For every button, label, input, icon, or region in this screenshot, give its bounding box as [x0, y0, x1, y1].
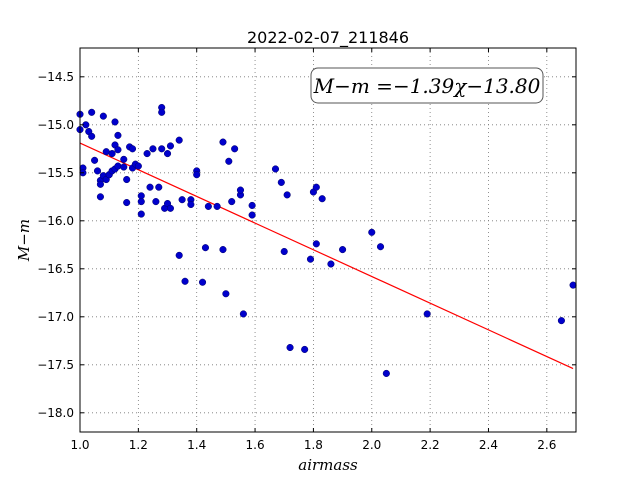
data-point	[193, 171, 201, 179]
data-point	[88, 108, 96, 116]
data-point	[219, 138, 227, 146]
y-tick-label: −17.5	[37, 358, 74, 372]
x-tick-label: 2.4	[479, 438, 498, 452]
data-point	[198, 278, 207, 286]
y-tick-label: −17.0	[37, 310, 74, 324]
y-axis-label: M−m	[15, 219, 33, 262]
data-point	[114, 146, 122, 154]
y-tick-label: −18.0	[37, 406, 74, 420]
data-point	[158, 108, 166, 116]
data-point	[301, 345, 309, 353]
x-tick-label: 1.8	[304, 438, 323, 452]
data-point	[239, 310, 247, 318]
y-tick-label: −16.5	[37, 262, 74, 276]
x-tick-label: 1.6	[246, 438, 265, 452]
data-point	[137, 210, 145, 218]
data-point	[166, 142, 174, 150]
data-point	[201, 244, 210, 252]
data-point	[175, 251, 183, 259]
data-point	[99, 112, 107, 120]
data-point	[286, 343, 294, 352]
data-point	[368, 228, 376, 236]
data-point	[222, 290, 230, 298]
x-tick-label: 1.2	[129, 438, 148, 452]
data-point	[204, 202, 212, 210]
x-tick-label: 1.0	[70, 438, 89, 452]
equation-text: M−m =−1.39χ−13.80	[313, 74, 541, 98]
data-point	[88, 132, 96, 140]
y-tick-label: −14.5	[37, 70, 74, 84]
y-tick-label: −16.0	[37, 214, 74, 228]
data-point	[123, 199, 131, 207]
data-point	[569, 281, 577, 289]
data-point	[149, 145, 157, 153]
equation-annotation: M−m =−1.39χ−13.80	[310, 67, 544, 104]
data-point	[213, 202, 221, 210]
data-point	[158, 145, 166, 153]
x-axis-label: airmass	[298, 456, 358, 474]
data-points	[76, 103, 577, 377]
data-point	[236, 186, 245, 194]
data-point	[382, 369, 390, 377]
data-point	[114, 131, 122, 139]
data-point	[96, 180, 104, 188]
data-point	[318, 195, 326, 203]
data-point	[339, 246, 347, 254]
data-point	[225, 157, 233, 165]
data-point	[120, 155, 128, 163]
data-point	[152, 198, 160, 206]
data-point	[123, 175, 131, 184]
data-point	[178, 196, 186, 204]
x-tick-label: 2.2	[421, 438, 440, 452]
data-point	[91, 156, 99, 164]
data-point	[280, 247, 288, 256]
data-point	[248, 201, 256, 209]
data-point	[306, 255, 315, 263]
data-point	[187, 200, 195, 209]
x-tick-label: 1.4	[187, 438, 206, 452]
plot-frame	[79, 47, 577, 433]
data-point	[143, 150, 151, 158]
y-tick-label: −15.5	[37, 166, 74, 180]
data-point	[163, 150, 172, 158]
data-point	[108, 150, 116, 158]
data-point	[111, 118, 119, 126]
data-point	[228, 198, 236, 206]
data-point	[166, 204, 174, 212]
data-point	[423, 310, 431, 318]
y-tick-label: −15.0	[37, 118, 74, 132]
data-point	[137, 198, 145, 206]
data-point	[181, 277, 189, 285]
equation-box	[310, 67, 544, 104]
grid	[80, 48, 576, 432]
data-point	[312, 240, 320, 248]
data-point	[312, 183, 320, 191]
data-point	[120, 163, 128, 171]
data-point	[175, 136, 183, 144]
chart-title: 2022-02-07_211846	[247, 28, 409, 48]
data-point	[96, 193, 104, 201]
data-point	[231, 145, 239, 153]
data-point	[271, 165, 280, 173]
data-point	[557, 317, 565, 325]
data-point	[93, 167, 102, 175]
data-point	[128, 145, 137, 153]
x-tick-label: 2.0	[362, 438, 381, 452]
data-point	[155, 183, 163, 191]
data-point	[283, 191, 291, 199]
data-point	[327, 260, 335, 268]
data-point	[248, 211, 256, 219]
data-point	[219, 246, 227, 254]
x-tick-label: 2.6	[537, 438, 556, 452]
data-point	[277, 178, 285, 186]
fit-line	[79, 142, 574, 370]
data-point	[376, 243, 385, 251]
data-point	[134, 162, 142, 170]
axis-ticks: 1.0 1.2 1.4 1.6 1.8 2.0 2.2 2.4 2.6 −14.5 −15.0 −15…	[37, 48, 576, 452]
data-point	[114, 162, 122, 170]
data-point	[146, 183, 154, 191]
